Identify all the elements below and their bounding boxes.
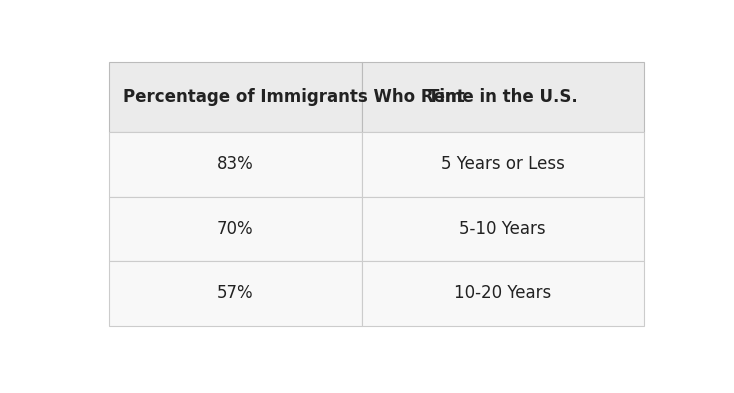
Text: Time in the U.S.: Time in the U.S.	[428, 88, 578, 106]
Bar	[362, 261, 644, 325]
Text: 5 Years or Less: 5 Years or Less	[441, 155, 564, 173]
Text: Percentage of Immigrants Who Rent: Percentage of Immigrants Who Rent	[123, 88, 465, 106]
Bar	[109, 261, 362, 325]
Bar	[109, 132, 362, 196]
Text: 83%: 83%	[217, 155, 254, 173]
Bar	[109, 196, 362, 261]
Bar	[362, 132, 644, 196]
Bar	[362, 62, 644, 132]
Text: 10-20 Years: 10-20 Years	[454, 284, 551, 302]
Text: 70%: 70%	[217, 220, 254, 238]
Text: 5-10 Years: 5-10 Years	[459, 220, 546, 238]
Bar	[362, 196, 644, 261]
Bar	[109, 62, 362, 132]
Text: 57%: 57%	[217, 284, 254, 302]
